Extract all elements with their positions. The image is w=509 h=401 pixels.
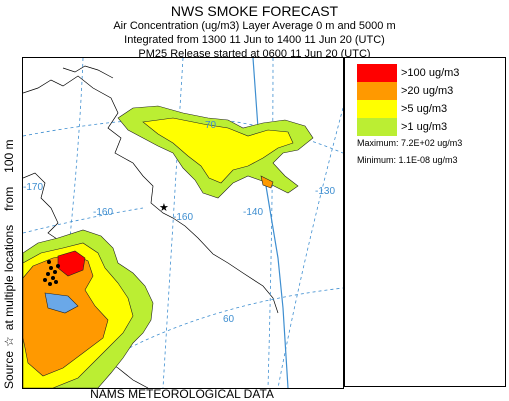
lon-label-130: -130 [315,186,335,197]
lon-label-160: -160 [93,207,113,218]
multiple-locations-label: at multiple locations [2,225,16,330]
legend-label-100: >100 ug/m3 [401,67,460,79]
legend-swatch-5 [357,100,397,118]
lat-label-60: 60 [223,314,235,325]
lon-label-140: -140 [243,207,263,218]
source-label: Source [2,351,16,389]
source-star-marker-icon: ★ [159,201,169,214]
source-markers [43,260,60,286]
border-line [252,58,289,388]
legend-label-20: >20 ug/m3 [401,85,454,97]
minimum-value: Minimum: 1.1E-08 ug/m3 [357,155,458,165]
coastlines [23,65,279,388]
smoke-plume-southwest [23,229,154,388]
concentration-subtitle: Air Concentration (ug/m3) Layer Average … [113,20,396,32]
smoke-map: ★ -170 -160 -160 -140 -130 70 60 [22,57,344,389]
lon-label-160-b: -160 [173,212,193,223]
data-source-footer: NAMS METEOROLOGICAL DATA [90,387,274,401]
legend-swatch-1 [357,118,397,136]
legend-swatch-20 [357,82,397,100]
svg-text:Source☆at multiple locationsfr: Source ☆ at multiple locations from 100 m [2,139,16,389]
source-star-icon: ☆ [2,336,16,347]
integration-period: Integrated from 1300 11 Jun to 1400 11 J… [124,34,385,46]
smoke-plume-north [117,105,314,199]
source-side-label: Source ☆ at multiple locations from 100 m [0,58,26,389]
from-label: from [2,187,16,211]
map-title: NWS SMOKE FORECAST [170,3,339,19]
maximum-value: Maximum: 7.2E+02 ug/m3 [357,138,463,148]
release-start: PM25 Release started at 0600 11 Jun 20 (… [138,48,371,60]
legend-swatch-100 [357,64,397,82]
lat-label-70: 70 [205,120,217,131]
legend-label-1: >1 ug/m3 [401,121,448,133]
lon-label-170: -170 [23,182,43,193]
legend-panel: >100 ug/m3 >20 ug/m3 >5 ug/m3 >1 ug/m3 M… [344,57,506,387]
legend-label-5: >5 ug/m3 [401,103,448,115]
height-label: 100 m [2,139,16,172]
